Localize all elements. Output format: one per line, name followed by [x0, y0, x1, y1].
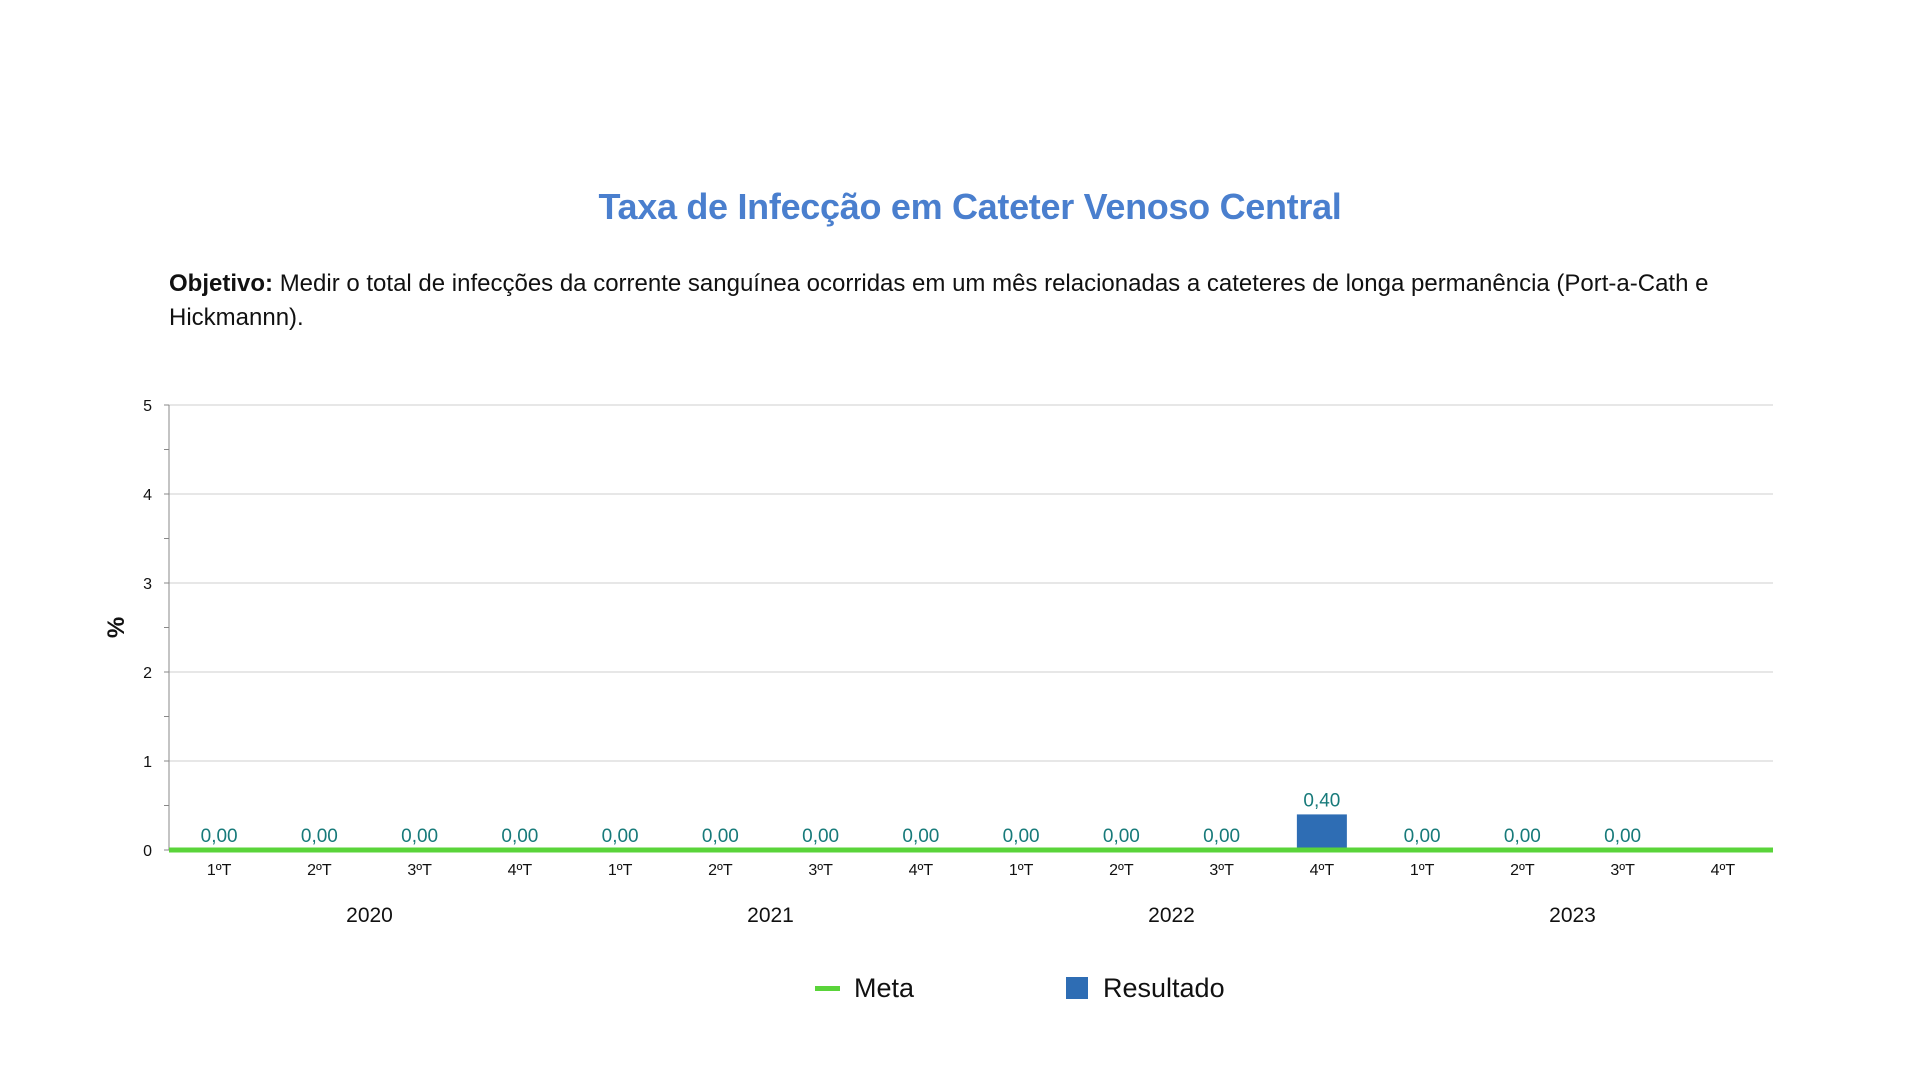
- data-label: 0,00: [602, 826, 639, 847]
- x-tick-label: 3ºT: [1209, 862, 1234, 879]
- objective-description: Medir o total de infecções da corrente s…: [169, 270, 1709, 331]
- x-tick-label: 2ºT: [1109, 862, 1134, 879]
- bar: [1296, 814, 1347, 850]
- x-tick-label: 3ºT: [808, 862, 833, 879]
- data-label: 0,00: [501, 826, 538, 847]
- x-tick-label: 4ºT: [508, 862, 533, 879]
- x-tick-label: 3ºT: [407, 862, 432, 879]
- x-tick-label: 1ºT: [1009, 862, 1034, 879]
- legend-label-meta: Meta: [854, 972, 915, 1003]
- x-tick-label: 2ºT: [1510, 862, 1535, 879]
- data-label: 0,40: [1303, 790, 1340, 811]
- y-axis-title: %: [103, 617, 130, 638]
- legend-label-resultado: Resultado: [1103, 972, 1225, 1003]
- data-label: 0,00: [1203, 826, 1240, 847]
- x-tick-label: 2ºT: [708, 862, 733, 879]
- x-tick-label: 4ºT: [1711, 862, 1736, 879]
- chart-title: Taxa de Infecção em Cateter Venoso Centr…: [598, 186, 1342, 227]
- x-tick-label: 4ºT: [1310, 862, 1335, 879]
- data-label: 0,00: [702, 826, 739, 847]
- year-group-label: 2020: [346, 904, 393, 927]
- y-tick-label: 5: [143, 398, 152, 415]
- x-tick-label: 3ºT: [1610, 862, 1635, 879]
- legend-bar-swatch: [1066, 977, 1088, 999]
- legend-item-meta: Meta: [815, 970, 914, 1006]
- x-tick-label: 2ºT: [307, 862, 332, 879]
- data-label: 0,00: [301, 826, 338, 847]
- data-label: 0,00: [1404, 826, 1441, 847]
- data-label: 0,00: [201, 826, 238, 847]
- data-label: 0,00: [1504, 826, 1541, 847]
- year-group-label: 2023: [1549, 904, 1596, 927]
- data-label: 0,00: [1604, 826, 1641, 847]
- y-tick-label: 0: [143, 843, 152, 860]
- y-tick-label: 4: [143, 487, 152, 504]
- y-tick-label: 1: [143, 754, 152, 771]
- y-tick-label: 3: [143, 576, 152, 593]
- x-tick-label: 1ºT: [207, 862, 232, 879]
- objective-text: Objetivo: Medir o total de infecções da …: [169, 267, 1769, 335]
- x-tick-label: 1ºT: [608, 862, 633, 879]
- data-label: 0,00: [1003, 826, 1040, 847]
- objective-label: Objetivo:: [169, 270, 274, 297]
- year-group-label: 2022: [1148, 904, 1195, 927]
- y-tick-label: 2: [143, 665, 152, 682]
- bar-chart: 0 1 2 3 4 5% 0,00 1ºT 0,00 2ºT 0,00 3ºT 0,00 4ºT 0,00 1…: [103, 398, 1773, 927]
- data-label: 0,00: [1103, 826, 1140, 847]
- data-label: 0,00: [401, 826, 438, 847]
- year-group-label: 2021: [747, 904, 794, 927]
- legend-item-resultado: Resultado: [1066, 970, 1225, 1006]
- data-label: 0,00: [802, 826, 839, 847]
- x-tick-label: 1ºT: [1410, 862, 1435, 879]
- data-label: 0,00: [902, 826, 939, 847]
- x-tick-label: 4ºT: [909, 862, 934, 879]
- legend-line-swatch: [815, 985, 840, 991]
